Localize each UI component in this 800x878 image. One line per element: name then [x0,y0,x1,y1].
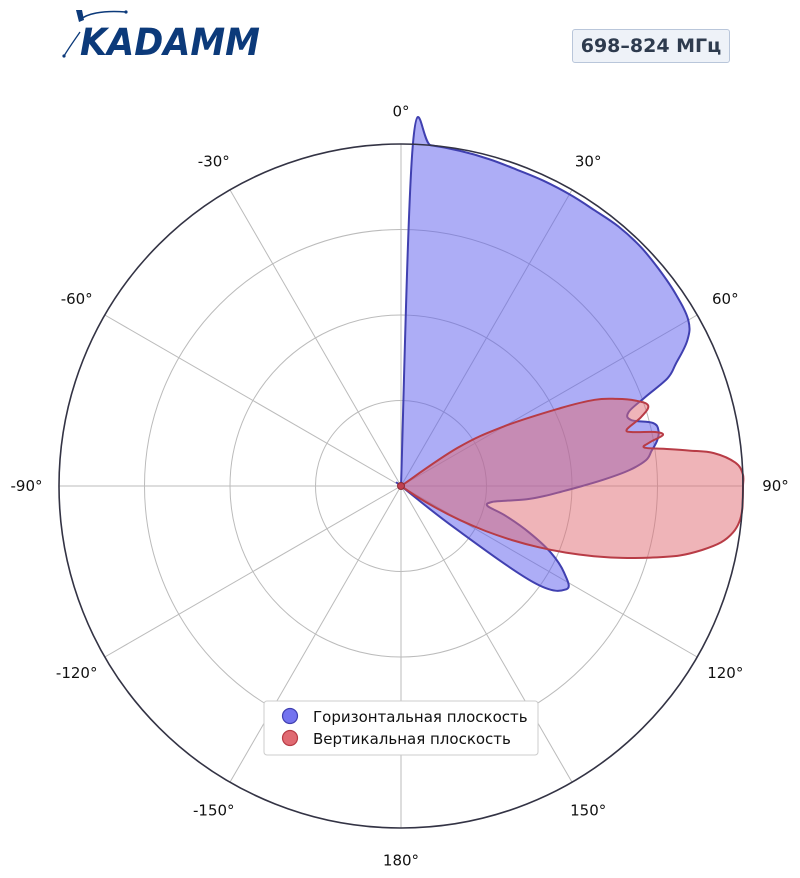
center-dot [397,482,405,490]
legend-marker-horizontal [281,707,299,725]
angle-tick-label: -150° [193,801,235,819]
legend: Горизонтальная плоскость Вертикальная пл… [263,700,539,756]
angle-tick-label: -60° [61,290,93,308]
angle-tick-label: -120° [56,664,98,682]
grid-spoke-300 [104,314,402,487]
logo-wordmark: KADAMM [80,21,260,62]
angle-tick-label: 60° [712,290,739,308]
angle-tick-label: 180° [383,852,419,870]
angle-tick-label: 30° [575,153,602,171]
grid-spoke-210 [229,485,402,783]
angle-tick-label: 0° [392,103,409,121]
legend-box [263,700,539,756]
outer-ring [58,143,744,829]
angle-tick-label: -90° [11,477,43,495]
angle-tick-label: 150° [570,801,606,819]
angle-ticks: 0° 30° 60° 90° 120° 150° 180° -150° -120° -90° -60… [11,103,789,870]
frequency-badge: 698–824 МГц [572,29,730,63]
grid-spoke-330 [229,189,402,487]
grid-spoke-240 [104,485,402,658]
angle-tick-label: -30° [198,153,230,171]
angle-tick-label: 90° [762,477,789,495]
legend-label-vertical: Вертикальная плоскость [313,730,511,748]
angle-tick-label: 120° [707,664,743,682]
series-layer [395,115,745,592]
grid-spoke-150 [400,485,573,783]
legend-label-horizontal: Горизонтальная плоскость [313,708,528,726]
kadamm-logo: KADAMM [62,10,260,62]
legend-marker-vertical [281,729,299,747]
center-point [397,482,405,490]
